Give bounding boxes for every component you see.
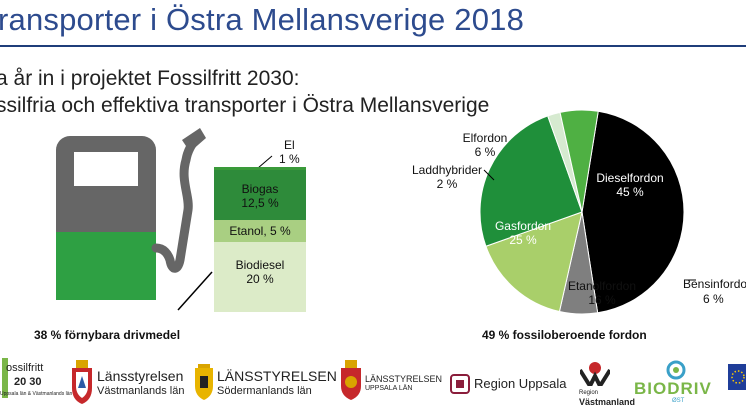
pie-label-gasfordon-value: 25 % bbox=[509, 233, 537, 247]
fuel-nozzle bbox=[182, 128, 206, 152]
sodermanland-crest-icon bbox=[195, 364, 213, 400]
pie-label-gasfordon: Gasfordon bbox=[494, 219, 552, 233]
pump-pointer-line bbox=[177, 271, 213, 311]
fuel-hose bbox=[151, 131, 203, 273]
label-el-value: 1 % bbox=[279, 152, 300, 166]
subtitle-line-1: a år in i projektet Fossilfritt 2030: bbox=[0, 67, 300, 90]
label-el: El bbox=[284, 138, 295, 152]
pie-caption: 49 % fossiloberoende fordon bbox=[482, 328, 647, 342]
pie-slice-etanolfordon bbox=[485, 211, 583, 313]
fuel-caption: 38 % förnybara drivmedel bbox=[34, 328, 181, 342]
biodriv-mark-icon bbox=[666, 360, 686, 380]
pie-label-bensinfordon: Bensinfordon bbox=[683, 277, 746, 291]
region-vastmanland-mark-icon bbox=[580, 362, 610, 386]
label-biogas: Biogas bbox=[241, 182, 279, 196]
subtitle-line-2: ssilfria och effektiva transporter i Öst… bbox=[0, 94, 490, 117]
label-biodiesel-value: 20 % bbox=[246, 272, 274, 286]
pie-slice-dieselfordon bbox=[581, 110, 685, 314]
segment-biogas bbox=[214, 170, 306, 220]
vehicle-pie-chart bbox=[479, 110, 696, 315]
el-pointer-line bbox=[257, 155, 273, 169]
pie-label-laddhybrider-value: 2 % bbox=[436, 177, 458, 191]
pie-label-laddhybrider: Laddhybrider bbox=[412, 163, 483, 177]
fuel-pump-illustration bbox=[56, 128, 273, 311]
pie-slice-gasfordon bbox=[479, 115, 583, 247]
pie-label-elfordon-value: 6 % bbox=[474, 145, 496, 159]
fuel-pump-body-bottom bbox=[56, 232, 156, 300]
pie-label-elfordon: Elfordon bbox=[462, 131, 508, 145]
segment-biodiesel bbox=[214, 242, 306, 312]
fuel-pump-display bbox=[74, 152, 138, 186]
label-biogas-value: 12,5 % bbox=[241, 196, 279, 210]
label-biodiesel: Biodiesel bbox=[235, 258, 285, 272]
uppsala-crest-icon bbox=[341, 360, 361, 400]
fossilfritt-leaf-icon bbox=[2, 358, 8, 398]
segment-etanol bbox=[214, 220, 306, 242]
laddhybrid-pointer-line bbox=[483, 169, 495, 181]
pie-label-bensinfordon-value: 6 % bbox=[703, 292, 724, 306]
pie-label-etanolfordon: Etanolfordon bbox=[567, 279, 637, 293]
pie-label-dieselfordon: Dieselfordon bbox=[596, 171, 664, 185]
region-uppsala-mark-icon bbox=[450, 374, 470, 394]
vastmanland-crest-icon bbox=[72, 360, 92, 404]
slide-title: ransporter i Östra Mellansverige 2018 bbox=[0, 2, 525, 37]
partner-logos: ossilfritt 20 30 Uppsala län & Västmanla… bbox=[0, 354, 746, 419]
pie-label-dieselfordon-value: 45 % bbox=[616, 185, 644, 199]
title-divider bbox=[0, 45, 746, 47]
label-etanol: Etanol, 5 % bbox=[229, 224, 291, 238]
eu-flag-icon bbox=[728, 364, 746, 390]
segment-el bbox=[214, 167, 306, 170]
pie-slice-elfordon bbox=[559, 110, 599, 213]
pie-label-etanolfordon-value: 16 % bbox=[588, 293, 616, 307]
